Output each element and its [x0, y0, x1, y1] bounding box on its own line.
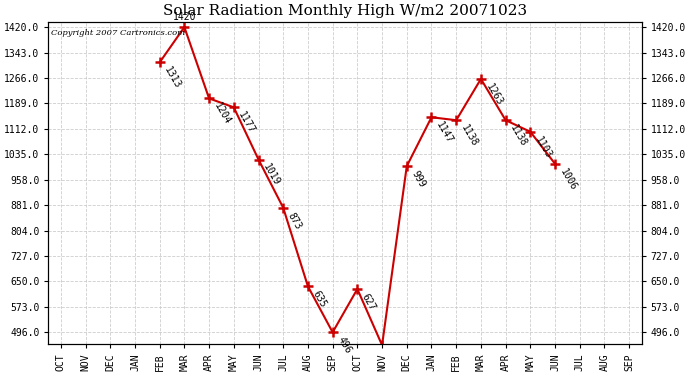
Text: 1138: 1138: [459, 123, 480, 148]
Title: Solar Radiation Monthly High W/m2 20071023: Solar Radiation Monthly High W/m2 200710…: [163, 4, 527, 18]
Text: 1006: 1006: [558, 166, 578, 192]
Text: 1138: 1138: [509, 123, 529, 148]
Text: 496: 496: [335, 335, 353, 356]
Text: 1263: 1263: [484, 82, 504, 107]
Text: 1313: 1313: [162, 65, 183, 90]
Text: 627: 627: [360, 292, 377, 312]
Text: 1103: 1103: [533, 135, 553, 160]
Text: 1420: 1420: [172, 12, 196, 21]
Text: Copyright 2007 Cartronics.com: Copyright 2007 Cartronics.com: [52, 28, 186, 36]
Text: 873: 873: [286, 210, 304, 231]
Text: 457: 457: [0, 374, 1, 375]
Text: 999: 999: [410, 169, 427, 189]
Text: 635: 635: [310, 289, 328, 309]
Text: 1019: 1019: [262, 162, 282, 188]
Text: 1147: 1147: [434, 120, 455, 146]
Text: 1204: 1204: [212, 101, 233, 126]
Text: 1177: 1177: [237, 110, 257, 135]
